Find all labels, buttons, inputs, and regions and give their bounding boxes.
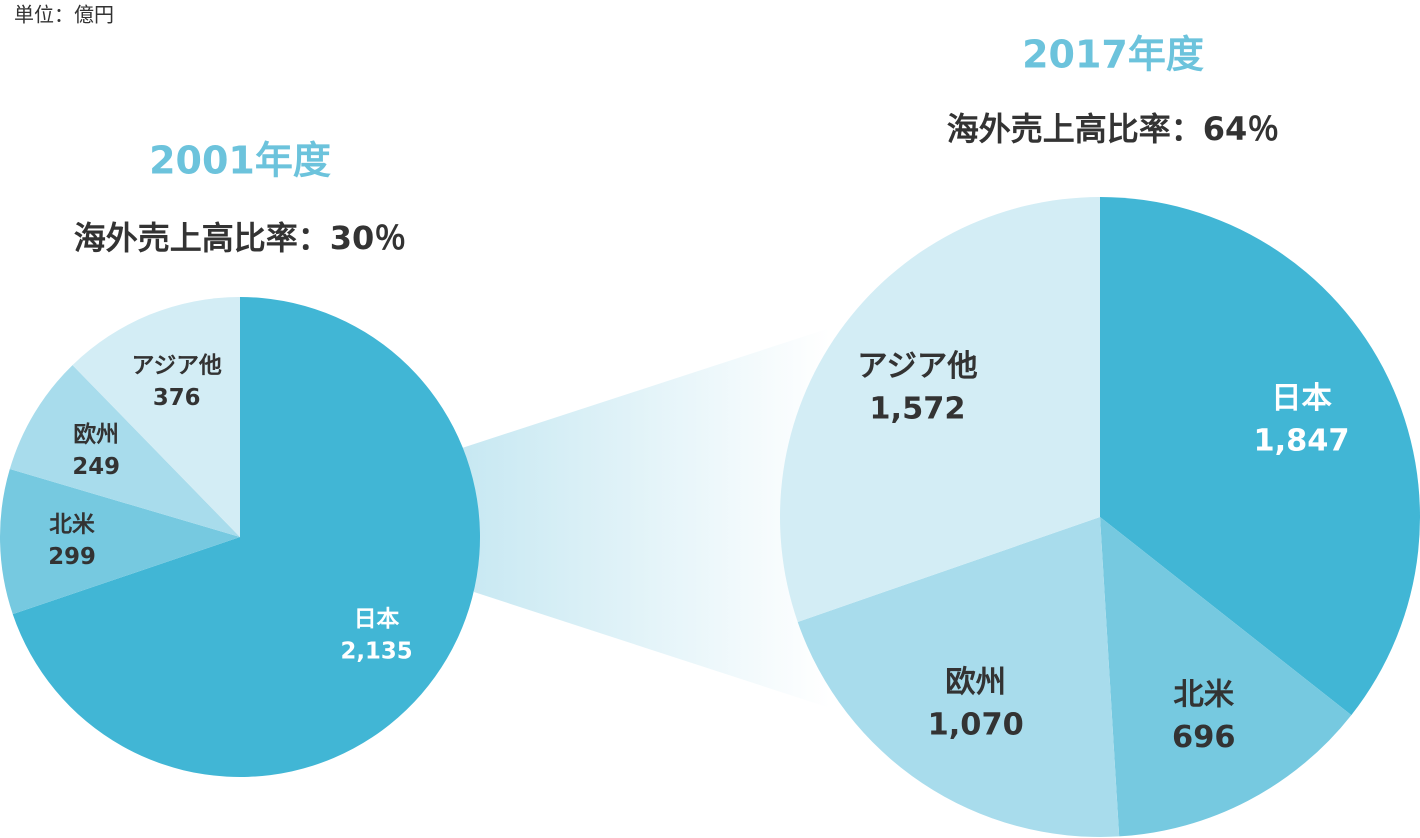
- slice-label: 日本: [354, 607, 400, 633]
- pie-slice: [780, 197, 1100, 622]
- slice-value: 2,135: [340, 638, 412, 664]
- chart-subtitle: 海外売上高比率：64％: [947, 110, 1280, 148]
- slice-value: 1,572: [869, 391, 965, 426]
- pie-slice: [1100, 197, 1420, 716]
- slice-label: 欧州: [73, 422, 119, 448]
- pie-slice: [72, 297, 240, 537]
- zoom-connector: [462, 328, 830, 708]
- slice-value: 249: [72, 454, 120, 480]
- slice-value: 376: [153, 385, 201, 411]
- slice-label: 日本: [1271, 381, 1332, 416]
- unit-label: 単位：億円: [14, 3, 114, 27]
- pie-slice: [797, 517, 1120, 837]
- slice-value: 1,070: [928, 708, 1024, 743]
- slice-value: 696: [1172, 720, 1235, 755]
- chart-subtitle: 海外売上高比率：30％: [74, 219, 407, 257]
- slice-label: 北米: [1173, 677, 1234, 712]
- slice-label: 欧州: [945, 665, 1006, 700]
- slice-label: 北米: [49, 512, 95, 538]
- chart-title: 2017年度: [1022, 33, 1204, 77]
- chart-title: 2001年度: [149, 139, 331, 183]
- slice-value: 1,847: [1253, 424, 1349, 459]
- pie-slice: [12, 297, 480, 778]
- pie-slice: [0, 469, 240, 615]
- pie-slice: [1100, 517, 1352, 837]
- slice-value: 299: [48, 544, 96, 570]
- pie-slice: [9, 365, 240, 537]
- slice-label: アジア他: [132, 353, 222, 379]
- slice-label: アジア他: [857, 349, 977, 384]
